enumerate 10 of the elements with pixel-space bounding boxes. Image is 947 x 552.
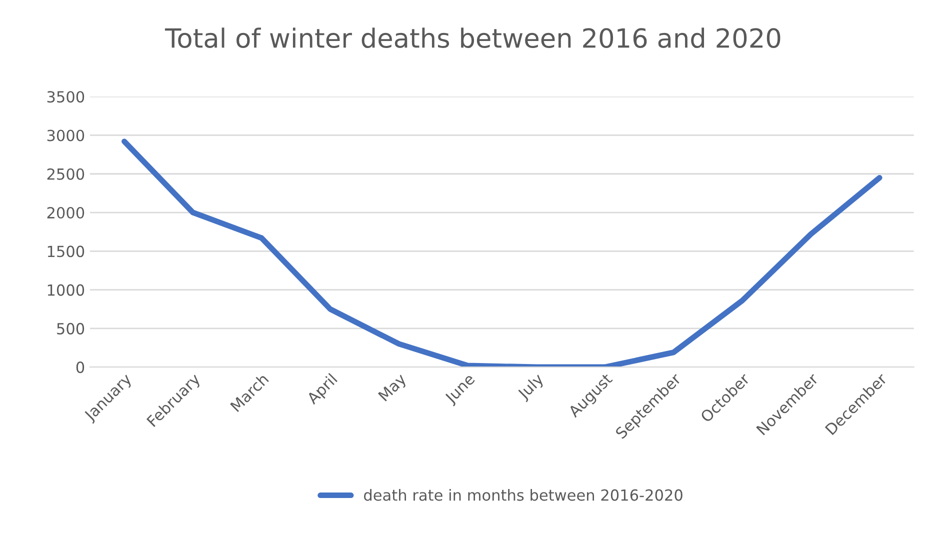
- y-tick-label: 3500: [47, 91, 84, 103]
- y-tick-label: 0: [76, 362, 84, 374]
- y-tick-label: 2000: [47, 206, 84, 219]
- y-tick-label: 1500: [48, 246, 84, 258]
- legend-label: death rate in months between 2016-2020: [364, 489, 682, 501]
- y-tick-label: 2500: [47, 168, 84, 180]
- y-tick-label: 3000: [47, 130, 84, 142]
- y-tick-label: 1000: [48, 284, 84, 296]
- chart-title: Total of winter deaths between 2016 and 2020: [164, 28, 780, 48]
- y-tick-label: 500: [57, 322, 84, 334]
